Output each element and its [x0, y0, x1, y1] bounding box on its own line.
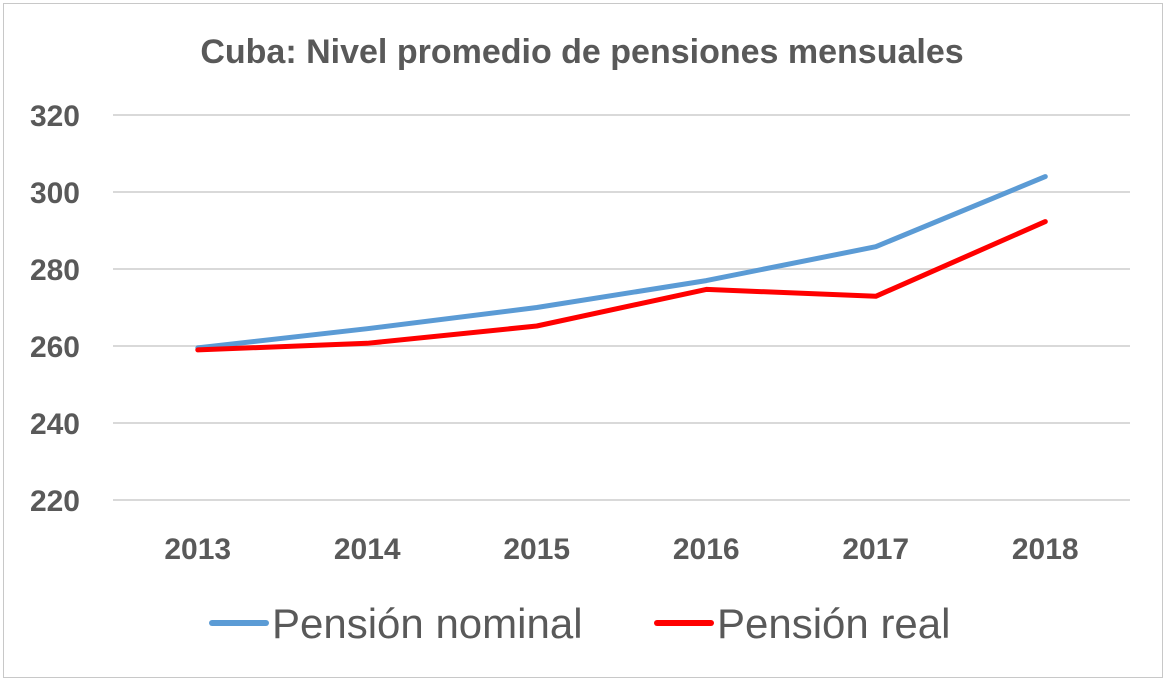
y-tick-label: 320	[30, 100, 80, 133]
y-tick-label: 280	[30, 254, 80, 287]
x-tick-label: 2014	[334, 533, 401, 566]
x-tick-label: 2016	[673, 533, 740, 566]
y-tick-label: 240	[30, 408, 80, 441]
legend: Pensión nominal Pensión real	[209, 600, 950, 647]
x-tick-label: 2013	[164, 533, 231, 566]
y-axis-tick-labels: 220 240 260 280 300 320	[30, 100, 80, 518]
y-tick-label: 220	[30, 485, 80, 518]
x-tick-label: 2015	[503, 533, 570, 566]
series-lines	[195, 174, 1048, 353]
x-tick-label: 2017	[842, 533, 909, 566]
x-tick-label: 2018	[1012, 533, 1079, 566]
y-tick-label: 260	[30, 331, 80, 364]
legend-label: Pensión nominal	[272, 600, 583, 647]
chart-title: Cuba: Nivel promedio de pensiones mensua…	[200, 33, 963, 71]
series-line-pension-nominal	[195, 174, 1048, 351]
legend-label: Pensión real	[717, 600, 950, 647]
x-axis-tick-labels: 2013 2014 2015 2016 2017 2018	[164, 533, 1078, 566]
series-line-pension-real	[195, 219, 1048, 353]
y-tick-label: 300	[30, 177, 80, 210]
